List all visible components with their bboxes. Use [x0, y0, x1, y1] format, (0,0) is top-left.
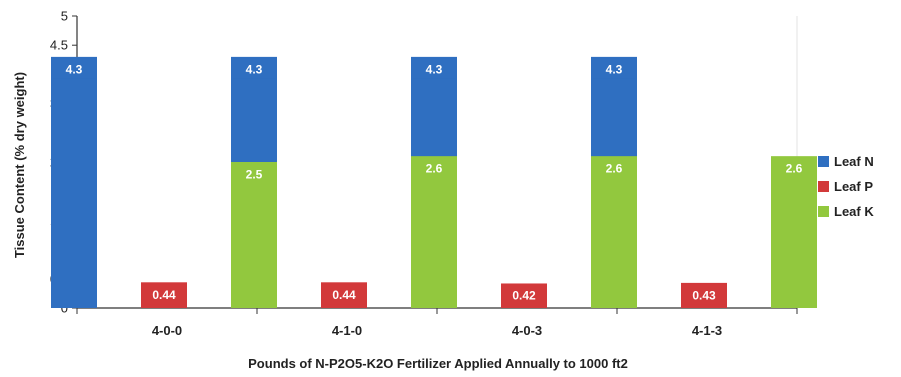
data-label-box	[143, 284, 185, 305]
data-label-box	[503, 285, 545, 305]
legend-swatch	[818, 156, 829, 167]
data-label: 2.6	[606, 162, 623, 176]
data-label-box	[593, 158, 635, 179]
data-label-box	[683, 284, 725, 305]
x-category-label: 4-0-3	[512, 323, 542, 338]
data-label: 4.3	[246, 62, 263, 76]
y-axis-title: Tissue Content (% dry weight)	[12, 72, 27, 258]
x-category-label: 4-0-0	[152, 323, 182, 338]
legend-label: Leaf K	[834, 204, 874, 219]
data-label-box	[53, 58, 95, 79]
data-label-box	[413, 158, 455, 179]
data-label: 0.43	[692, 288, 716, 302]
data-label: 0.44	[152, 288, 176, 302]
data-label: 0.42	[512, 289, 536, 303]
data-label: 2.5	[246, 168, 263, 182]
legend-swatch	[818, 181, 829, 192]
data-label-box	[593, 58, 635, 79]
data-label: 4.3	[66, 62, 83, 76]
x-category-label: 4-1-3	[692, 323, 722, 338]
bars: 4.3 4.3 4.3 4.3 0.44 0.44 0.42 0.43 2.5 2.6 2.6 2.6	[51, 56, 817, 308]
data-label: 0.44	[332, 288, 356, 302]
legend-swatch	[818, 206, 829, 217]
data-label: 2.6	[786, 162, 803, 176]
legend: Leaf N Leaf P Leaf K	[818, 154, 874, 219]
data-label-box	[773, 158, 815, 179]
data-label-box	[233, 58, 275, 79]
data-label: 4.3	[606, 62, 623, 76]
x-category-label: 4-1-0	[332, 323, 362, 338]
y-tick-label: 5	[61, 9, 68, 24]
bar	[51, 56, 97, 308]
x-axis: 4-0-0 4-1-0 4-0-3 4-1-3	[76, 307, 798, 338]
data-label-box	[323, 284, 365, 305]
data-label-box	[413, 58, 455, 79]
bar	[231, 162, 277, 308]
y-tick-label: 4.5	[50, 38, 68, 53]
x-axis-title: Pounds of N-P2O5-K2O Fertilizer Applied …	[248, 356, 628, 371]
bar	[411, 156, 457, 308]
data-label-box	[233, 164, 275, 184]
data-label: 4.3	[426, 62, 443, 76]
bar	[771, 156, 817, 308]
legend-label: Leaf N	[834, 154, 874, 169]
bar	[591, 156, 637, 308]
legend-label: Leaf P	[834, 179, 873, 194]
data-label: 2.6	[426, 162, 443, 176]
